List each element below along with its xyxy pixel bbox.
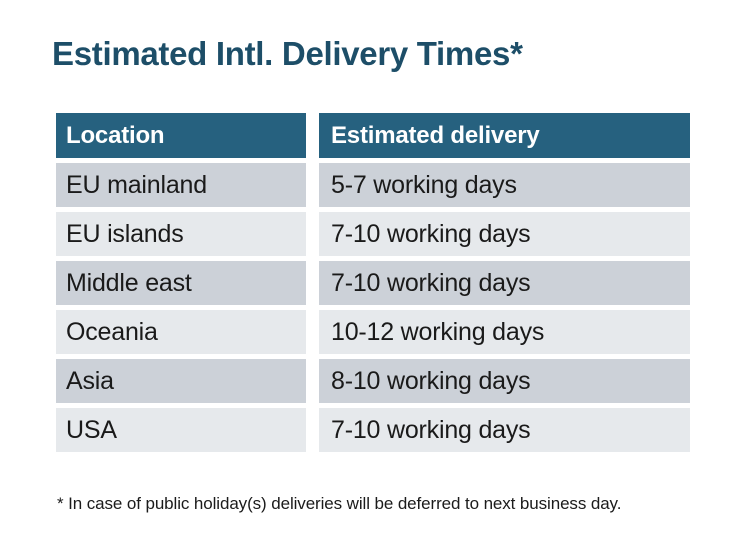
table-row: Oceania 10-12 working days xyxy=(56,310,690,354)
location-cell: Oceania xyxy=(56,310,319,354)
location-cell: Middle east xyxy=(56,261,319,305)
column-header-location: Location xyxy=(56,113,319,158)
delivery-cell: 7-10 working days xyxy=(319,408,690,452)
footnote: * In case of public holiday(s) deliverie… xyxy=(57,494,622,513)
table-row: Asia 8-10 working days xyxy=(56,359,690,403)
table-row: Middle east 7-10 working days xyxy=(56,261,690,305)
page-title: Estimated Intl. Delivery Times* xyxy=(52,35,523,72)
delivery-times-table: Location Estimated delivery EU mainland 5… xyxy=(56,108,690,457)
delivery-cell: 8-10 working days xyxy=(319,359,690,403)
column-header-estimated-delivery: Estimated delivery xyxy=(319,113,690,158)
delivery-cell: 7-10 working days xyxy=(319,261,690,305)
table-row: EU mainland 5-7 working days xyxy=(56,163,690,207)
delivery-cell: 7-10 working days xyxy=(319,212,690,256)
header-row: Location Estimated delivery xyxy=(56,113,690,158)
location-cell: EU mainland xyxy=(56,163,319,207)
table-row: USA 7-10 working days xyxy=(56,408,690,452)
delivery-cell: 10-12 working days xyxy=(319,310,690,354)
location-cell: USA xyxy=(56,408,319,452)
delivery-cell: 5-7 working days xyxy=(319,163,690,207)
location-cell: EU islands xyxy=(56,212,319,256)
table-body: EU mainland 5-7 working days EU islands 7-1… xyxy=(56,163,690,452)
location-cell: Asia xyxy=(56,359,319,403)
table-header: Location Estimated delivery xyxy=(56,113,690,158)
table-row: EU islands 7-10 working days xyxy=(56,212,690,256)
